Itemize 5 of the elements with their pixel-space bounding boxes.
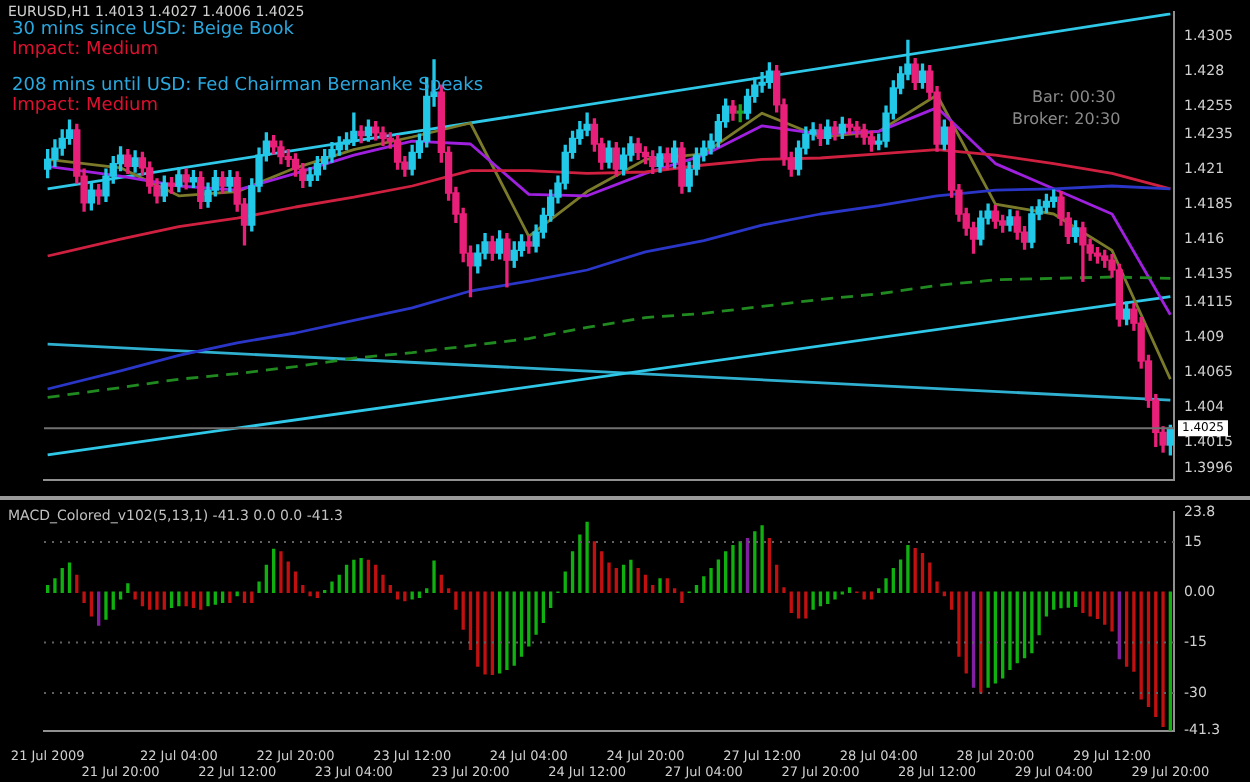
- annotation: Impact: Medium: [12, 40, 159, 60]
- annotation: Bar: 00:30: [1032, 88, 1116, 108]
- annotation: Impact: Medium: [12, 96, 159, 116]
- annotation: 30 mins since USD: Beige Book: [12, 20, 294, 40]
- annotation: Broker: 20:30: [1012, 110, 1121, 130]
